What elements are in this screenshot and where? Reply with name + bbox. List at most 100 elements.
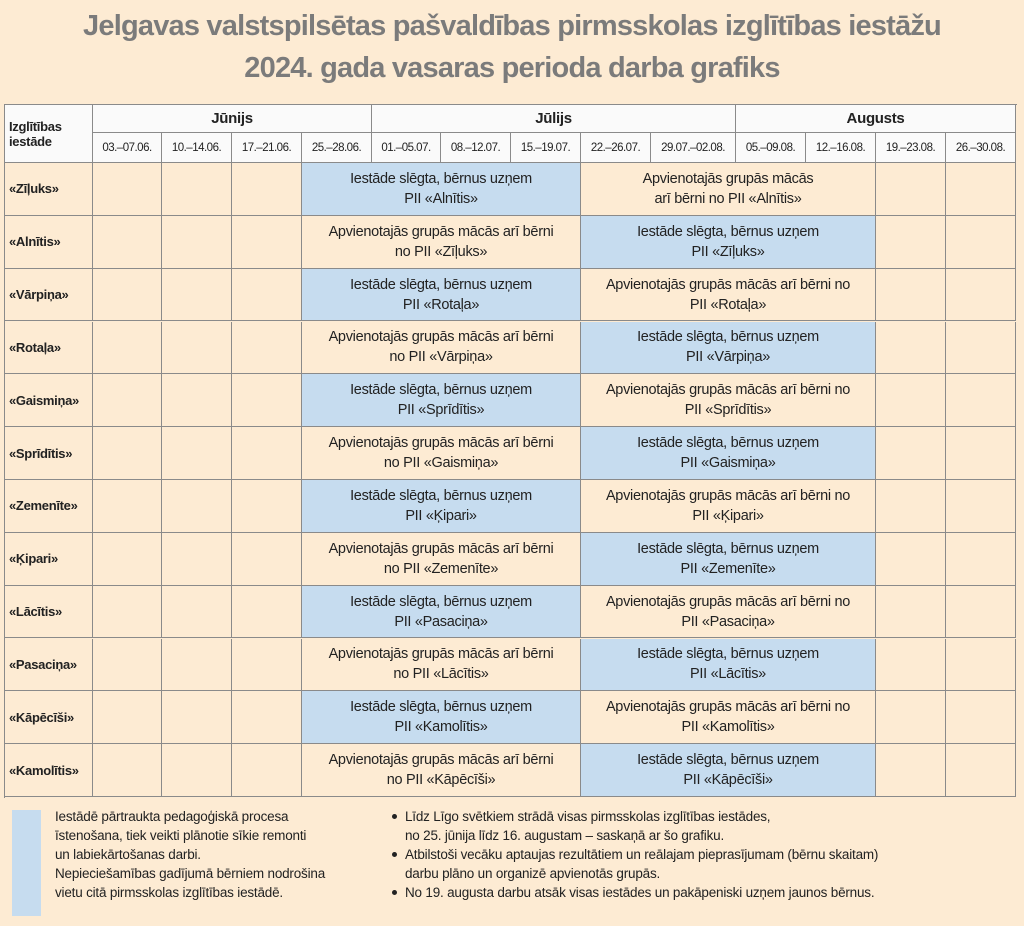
empty-cell — [946, 268, 1016, 322]
cell-line: PII «Rotaļa» — [402, 296, 480, 313]
empty-cell — [876, 268, 946, 322]
empty-cell — [946, 321, 1016, 375]
cell-line: PII «Alnītis» — [404, 190, 478, 207]
empty-cell — [946, 163, 1016, 216]
schedule-cell: Apvienotajās grupās mācās arī bērni no PI… — [302, 427, 581, 480]
week-header: 29.07.–02.08. — [651, 133, 736, 163]
empty-cell — [946, 638, 1016, 692]
cell-line: PII «Ķipari» — [405, 507, 477, 524]
empty-cell — [232, 744, 302, 797]
note-line: No 19. augusta darbu atsāk visas iestāde… — [405, 885, 875, 900]
cell-line: Apvienotajās grupās mācās arī bērni no — [605, 276, 851, 293]
cell-line: no PII «Zīļuks» — [394, 243, 488, 260]
schedule-cell: Iestāde slēgta, bērnus uzņem PII «Lācītis… — [581, 638, 876, 692]
cell-line: PII «Pasaciņa» — [394, 613, 488, 630]
empty-cell — [876, 638, 946, 692]
empty-cell — [162, 268, 232, 322]
week-header: 15.–19.07. — [511, 133, 581, 163]
schedule-cell: Apvienotajās grupās mācās arī bērni no PI… — [302, 215, 581, 269]
empty-cell — [232, 585, 302, 639]
empty-cell — [93, 163, 162, 216]
schedule-cell: Iestāde slēgta, bērnus uzņem PII «Zīļuks» — [581, 215, 876, 269]
legend-line: vietu citā pirmsskolas izglītības iestād… — [55, 885, 283, 900]
table-border — [4, 104, 1017, 798]
empty-cell — [232, 691, 302, 745]
bullet — [392, 814, 397, 819]
notes: Līdz Līgo svētkiem strādā visas pirmssko… — [392, 807, 878, 902]
cell-line: PII «Gaismiņa» — [680, 455, 776, 472]
empty-cell — [876, 532, 946, 586]
cell-line: PII «Ķipari» — [692, 507, 764, 524]
note-item: No 19. augusta darbu atsāk visas iestāde… — [392, 883, 878, 902]
empty-cell — [876, 480, 946, 533]
schedule-cell: Iestāde slēgta, bērnus uzņem PII «Kamolīt… — [302, 691, 581, 745]
empty-cell — [162, 321, 232, 375]
empty-cell — [93, 215, 162, 269]
cell-line: Iestāde slēgta, bērnus uzņem — [637, 435, 819, 452]
cell-line: Apvienotajās grupās mācās arī bērni — [328, 752, 554, 769]
empty-cell — [232, 321, 302, 375]
legend-line: un labiekārtošanas darbi. — [55, 847, 201, 862]
legend-line: īstenošana, tiek veikti plānotie sīkie r… — [55, 828, 307, 843]
week-header: 22.–26.07. — [581, 133, 651, 163]
cell-line: Apvienotajās grupās mācās arī bērni no — [605, 382, 851, 399]
empty-cell — [946, 691, 1016, 745]
cell-line: arī bērni no PII «Alnītis» — [654, 190, 802, 207]
schedule-cell: Iestāde slēgta, bērnus uzņem PII «Ķipari» — [302, 480, 581, 533]
week-header: 03.–07.06. — [93, 133, 162, 163]
empty-cell — [232, 163, 302, 216]
month-header: Augusts — [736, 105, 1016, 133]
empty-cell — [162, 585, 232, 639]
cell-line: Apvienotajās grupās mācās arī bērni — [328, 223, 554, 240]
week-header: 05.–09.08. — [736, 133, 806, 163]
week-header: 12.–16.08. — [806, 133, 876, 163]
empty-cell — [162, 374, 232, 428]
week-header: 01.–05.07. — [372, 133, 441, 163]
schedule-cell: Apvienotajās grupās mācās arī bērni no PI… — [581, 585, 876, 639]
empty-cell — [93, 268, 162, 322]
row-name: «Vārpiņa» — [5, 268, 93, 322]
empty-cell — [162, 532, 232, 586]
legend-line: Iestādē pārtraukta pedagoģiskā procesa — [55, 809, 289, 824]
cell-line: no PII «Zemenīte» — [383, 560, 499, 577]
empty-cell — [93, 321, 162, 375]
schedule-cell: Iestāde slēgta, bērnus uzņem PII «Sprīdīt… — [302, 374, 581, 428]
empty-cell — [232, 638, 302, 692]
schedule-cell: Apvienotajās grupās mācās arī bērni no PI… — [581, 691, 876, 745]
week-header: 08.–12.07. — [441, 133, 511, 163]
schedule-cell: Iestāde slēgta, bērnus uzņem PII «Gaismiņ… — [581, 427, 876, 480]
bullet — [392, 852, 397, 857]
row-name: «Zīļuks» — [5, 163, 93, 216]
corner-line: Izglītības — [9, 118, 62, 134]
row-name: «Gaismiņa» — [5, 374, 93, 428]
row-name: «Kamolītis» — [5, 744, 93, 797]
empty-cell — [93, 744, 162, 797]
cell-line: PII «Lācītis» — [690, 666, 766, 683]
cell-line: Apvienotajās grupās mācās arī bērni no — [605, 487, 851, 504]
schedule-cell: Iestāde slēgta, bērnus uzņem PII «Vārpiņa… — [581, 321, 876, 375]
empty-cell — [946, 744, 1016, 797]
cell-line: Apvienotajās grupās mācās arī bērni — [328, 646, 554, 663]
note-item: Līdz Līgo svētkiem strādā visas pirmssko… — [392, 807, 878, 845]
empty-cell — [93, 480, 162, 533]
row-name: «Lācītis» — [5, 585, 93, 639]
week-header: 25.–28.06. — [302, 133, 372, 163]
row-name: «Rotaļa» — [5, 321, 93, 375]
empty-cell — [93, 427, 162, 480]
corner-cell: Izglītības iestāde — [5, 105, 93, 163]
cell-line: Iestāde slēgta, bērnus uzņem — [637, 646, 819, 663]
schedule-cell: Apvienotajās grupās mācās arī bērni no PI… — [581, 480, 876, 533]
cell-line: PII «Sprīdītis» — [684, 402, 772, 419]
cell-line: Apvienotajās grupās mācās arī bērni — [328, 540, 554, 557]
week-header: 10.–14.06. — [162, 133, 232, 163]
schedule-cell: Iestāde slēgta, bērnus uzņem PII «Kāpēcīš… — [581, 744, 876, 797]
row-name: «Kāpēcīši» — [5, 691, 93, 745]
row-name: «Alnītis» — [5, 215, 93, 269]
corner-line: iestāde — [9, 133, 52, 149]
cell-line: Iestāde slēgta, bērnus uzņem — [350, 382, 532, 399]
empty-cell — [162, 215, 232, 269]
empty-cell — [876, 321, 946, 375]
row-name: «Ķipari» — [5, 532, 93, 586]
empty-cell — [232, 268, 302, 322]
